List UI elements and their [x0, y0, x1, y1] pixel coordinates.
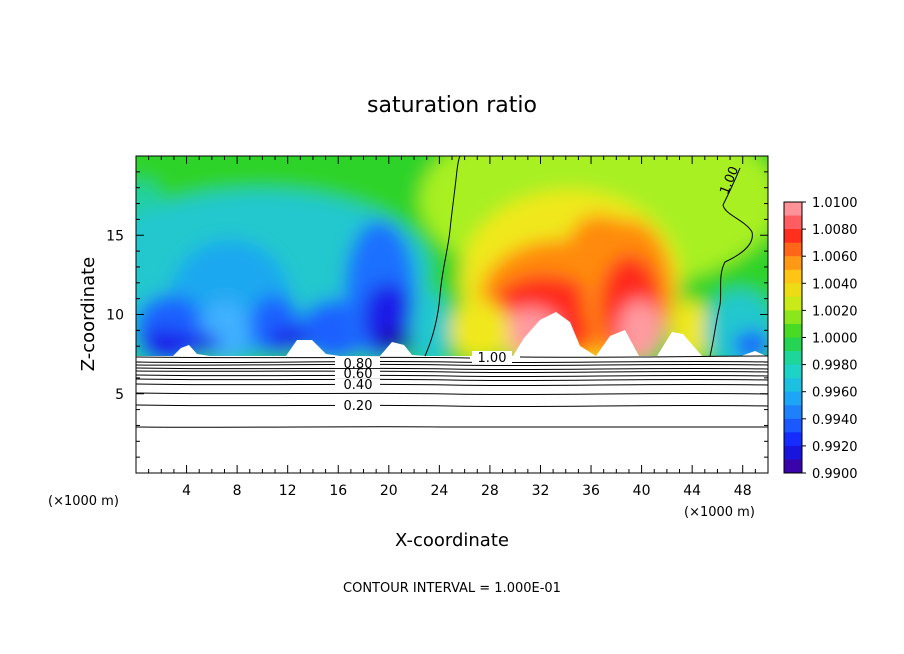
- colorbar-swatch: [784, 202, 802, 217]
- x-unit-label: (×1000 m): [684, 505, 755, 520]
- x-tick-label: 24: [430, 483, 448, 499]
- x-tick-label: 48: [734, 483, 752, 499]
- contour-label-0-20: 0.20: [344, 399, 373, 414]
- contour-line-0-40: [136, 383, 768, 387]
- contour-line-0-30: [136, 392, 768, 396]
- colorbar-tick-label: 0.9960: [812, 386, 858, 401]
- colorbar-swatch: [784, 283, 802, 298]
- colorbar-swatch: [784, 269, 802, 284]
- contour-line-0-70: [136, 370, 768, 374]
- contour-line-0-95: [136, 360, 768, 364]
- contour-label-1-00-base: 1.00: [478, 351, 507, 366]
- contour-line-0-60: [136, 374, 768, 378]
- colorbar-tick-label: 1.0100: [812, 196, 858, 211]
- x-tick-label: 32: [532, 483, 550, 499]
- colorbar-swatch: [784, 337, 802, 352]
- x-tick-label: 28: [481, 483, 499, 499]
- colorbar-tick-label: 0.9940: [812, 413, 858, 428]
- contour-line-1-00-right: [519, 355, 768, 358]
- y-tick-label: 10: [106, 308, 124, 324]
- colorbar-tick-label: 0.9900: [812, 467, 858, 482]
- plot-area: 0.80 0.60 0.40 0.20 1.00 1.00: [136, 156, 768, 473]
- colorbar-swatch: [784, 351, 802, 366]
- colorbar-swatch: [784, 215, 802, 230]
- colorbar-swatch: [784, 323, 802, 338]
- colorbar-tick-label: 1.0040: [812, 277, 858, 292]
- chart-title: saturation ratio: [367, 93, 537, 118]
- contour-line-1-00-mid: [424, 156, 461, 357]
- x-tick-label: 16: [329, 483, 347, 499]
- contour-label-0-60: 0.60: [344, 367, 373, 382]
- colorbar-swatch: [784, 405, 802, 420]
- cloud-field: [136, 156, 768, 356]
- x-tick-label: 36: [582, 483, 600, 499]
- x-tick-label: 12: [279, 483, 297, 499]
- y-tick-label: 15: [106, 228, 124, 244]
- x-tick-label: 4: [182, 483, 191, 499]
- x-tick-label: 40: [633, 483, 651, 499]
- colorbar-tick-label: 0.9920: [812, 440, 858, 455]
- colorbar-swatch: [784, 364, 802, 379]
- colorbar-tick-label: 1.0020: [812, 304, 858, 319]
- y-tick-label: 5: [115, 387, 124, 403]
- contour-line-1-00-left: [136, 356, 471, 359]
- x-tick-label: 8: [233, 483, 242, 499]
- x-axis-ticks: 4 8 12 16 20 24 28 32 36 40 44 48: [148, 156, 756, 499]
- colorbar-tick-label: 0.9980: [812, 359, 858, 374]
- z-unit-label: (×1000 m): [48, 494, 119, 509]
- contour-line-0-90: [136, 363, 768, 367]
- contour-line-0-20: [136, 404, 768, 408]
- colorbar-swatch: [784, 459, 802, 474]
- colorbar-swatch: [784, 296, 802, 311]
- contour-lines: [136, 156, 768, 428]
- contour-line-0-50: [136, 378, 768, 382]
- x-tick-label: 20: [380, 483, 398, 499]
- y-axis-ticks: 5 10 15: [106, 171, 768, 458]
- contour-line-1-00-east: [709, 167, 753, 357]
- colorbar-tick-label: 1.0060: [812, 250, 858, 265]
- y-axis-label: Z-coordinate: [78, 257, 99, 372]
- x-axis-label: X-coordinate: [395, 530, 509, 551]
- colorbar-tick-label: 1.0080: [812, 223, 858, 238]
- colorbar-swatch: [784, 242, 802, 257]
- colorbar-swatch: [784, 310, 802, 325]
- colorbar-swatch: [784, 229, 802, 244]
- colorbar-swatch: [784, 256, 802, 271]
- contour-labels: 0.80 0.60 0.40 0.20 1.00 1.00: [335, 164, 742, 414]
- colorbar: 1.0100 1.0080 1.0060 1.0040 1.0020 1.0000 0.99…: [783, 196, 858, 482]
- colorbar-swatch: [784, 391, 802, 406]
- colorbar-swatch: [784, 378, 802, 393]
- colorbar-swatch: [784, 445, 802, 460]
- contour-interval-note: CONTOUR INTERVAL = 1.000E-01: [343, 581, 561, 596]
- colorbar-swatch: [784, 432, 802, 447]
- contour-label-0-80: 0.80: [344, 357, 373, 372]
- colorbar-tick-label: 1.0000: [812, 332, 858, 347]
- contour-line-0-10: [136, 426, 768, 428]
- contour-line-0-80: [136, 367, 768, 371]
- x-tick-label: 44: [683, 483, 701, 499]
- contour-label-0-40: 0.40: [344, 378, 373, 393]
- colorbar-swatch: [784, 418, 802, 433]
